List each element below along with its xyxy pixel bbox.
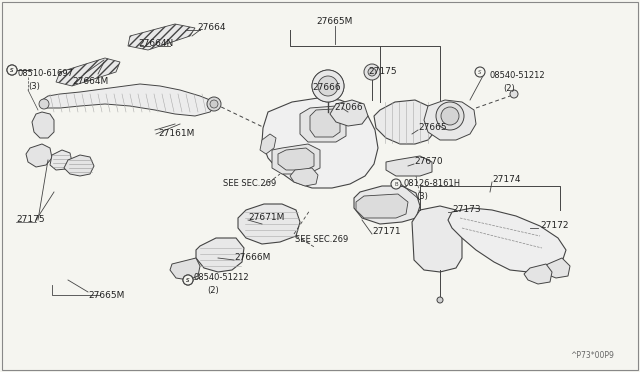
Text: 27066: 27066 [334,103,363,112]
Text: (2): (2) [207,285,219,295]
Polygon shape [50,150,72,170]
Polygon shape [310,109,340,137]
Polygon shape [32,112,54,138]
Circle shape [318,76,338,96]
Text: S: S [186,278,189,282]
Text: 27665M: 27665M [317,17,353,26]
Text: ^P73*00P9: ^P73*00P9 [570,350,614,359]
Polygon shape [56,58,120,86]
Text: B: B [394,182,398,187]
Polygon shape [542,258,570,278]
Text: 27664N: 27664N [138,39,173,48]
Text: 27670: 27670 [414,157,443,167]
Text: 27664: 27664 [197,23,225,32]
Text: 27172: 27172 [540,221,568,231]
Polygon shape [424,100,476,140]
Text: 27161M: 27161M [158,129,195,138]
Text: (3): (3) [416,192,428,201]
Text: 27665M: 27665M [88,291,124,299]
Polygon shape [374,100,436,144]
Circle shape [210,100,218,108]
Polygon shape [196,238,244,272]
Circle shape [475,67,485,77]
Circle shape [207,97,221,111]
Circle shape [183,275,193,285]
Polygon shape [412,206,462,272]
Text: 27175: 27175 [16,215,45,224]
Text: (3): (3) [28,81,40,90]
Text: 27174: 27174 [492,176,520,185]
Polygon shape [356,194,408,218]
Circle shape [7,65,17,75]
Circle shape [391,179,401,189]
Polygon shape [354,186,420,224]
Polygon shape [448,208,566,272]
Polygon shape [300,106,346,142]
Text: (2): (2) [503,83,515,93]
Polygon shape [238,204,300,244]
Circle shape [364,64,380,80]
Circle shape [312,70,344,102]
Polygon shape [128,24,195,50]
Polygon shape [386,156,432,176]
Polygon shape [170,258,200,280]
Text: S: S [186,278,189,282]
Text: 08540-51212: 08540-51212 [490,71,546,80]
Circle shape [510,90,518,98]
Text: S: S [478,70,482,74]
Polygon shape [330,100,368,126]
Text: 27171: 27171 [372,228,401,237]
Text: 27666: 27666 [312,83,340,93]
Circle shape [437,297,443,303]
Polygon shape [26,144,52,167]
Polygon shape [272,144,320,174]
Polygon shape [40,84,215,116]
Circle shape [183,275,193,285]
Text: SEE SEC.269: SEE SEC.269 [223,180,276,189]
Text: SEE SEC.269: SEE SEC.269 [295,235,348,244]
Text: 27666M: 27666M [234,253,270,263]
Text: 08126-8161H: 08126-8161H [404,180,461,189]
Polygon shape [278,148,314,170]
Circle shape [312,70,344,102]
Text: S: S [10,67,13,73]
Polygon shape [262,98,378,188]
Text: 27671M: 27671M [248,214,284,222]
Text: 27173: 27173 [452,205,481,215]
Polygon shape [260,134,276,154]
Text: 08540-51212: 08540-51212 [194,273,250,282]
Polygon shape [524,264,552,284]
Circle shape [368,68,376,76]
Circle shape [39,99,49,109]
Text: 27175: 27175 [368,67,397,77]
Polygon shape [290,168,318,186]
Text: 27665: 27665 [418,124,447,132]
Text: 08510-61697: 08510-61697 [18,70,74,78]
Circle shape [441,107,459,125]
Polygon shape [64,155,94,176]
Text: 27664M: 27664M [72,77,108,87]
Circle shape [436,102,464,130]
Text: S: S [10,67,13,73]
Circle shape [7,65,17,75]
